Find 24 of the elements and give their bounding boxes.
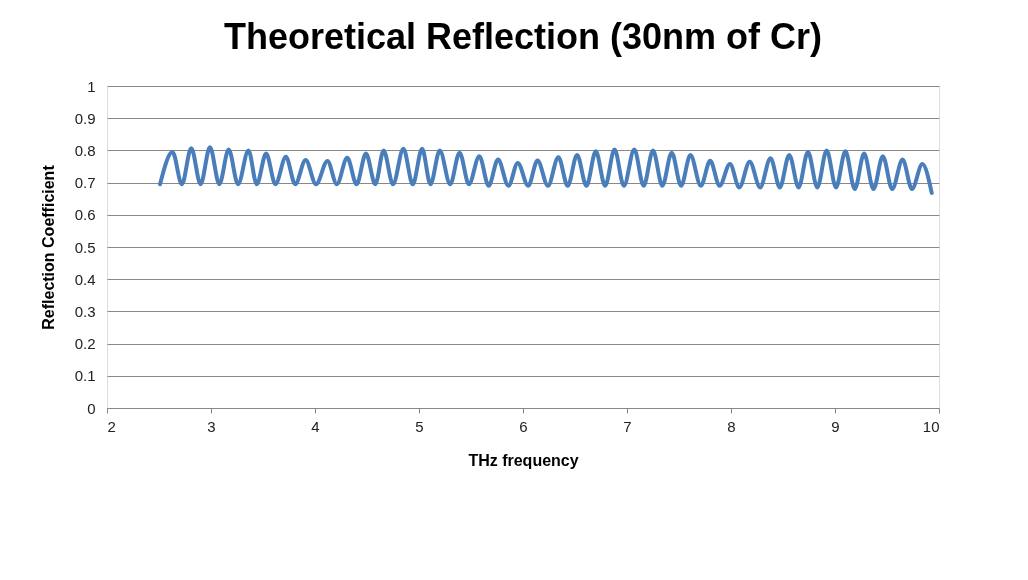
y-tick-label: 0.6 — [74, 206, 96, 224]
x-tick-label: 4 — [311, 417, 320, 435]
x-tick-label: 10 — [922, 417, 940, 435]
y-tick-label: 0.2 — [74, 335, 96, 353]
y-tick-label: 1 — [87, 77, 96, 95]
x-tick-label: 2 — [107, 417, 116, 435]
x-axis-title: THz frequency — [468, 451, 579, 469]
x-tick-label: 8 — [727, 417, 736, 435]
chart-title: Theoretical Reflection (30nm of Cr) — [223, 16, 823, 57]
y-tick-label: 0.8 — [74, 141, 96, 159]
y-axis-title: Reflection Coefficient — [39, 164, 57, 330]
y-tick-label: 0 — [87, 399, 96, 417]
y-tick-label: 0.5 — [74, 238, 96, 256]
x-tick-label: 3 — [207, 417, 216, 435]
y-tick-label: 0.4 — [74, 270, 96, 288]
x-tick-label: 5 — [415, 417, 424, 435]
y-tick-label: 0.9 — [74, 109, 96, 127]
y-tick-label: 0.7 — [74, 174, 96, 192]
x-tick-label: 7 — [623, 417, 632, 435]
y-tick-label: 0.1 — [74, 367, 96, 385]
x-tick-label: 6 — [519, 417, 528, 435]
line-series — [158, 145, 934, 195]
y-tick-label: 0.3 — [74, 302, 96, 320]
x-tick-label: 9 — [831, 417, 840, 435]
